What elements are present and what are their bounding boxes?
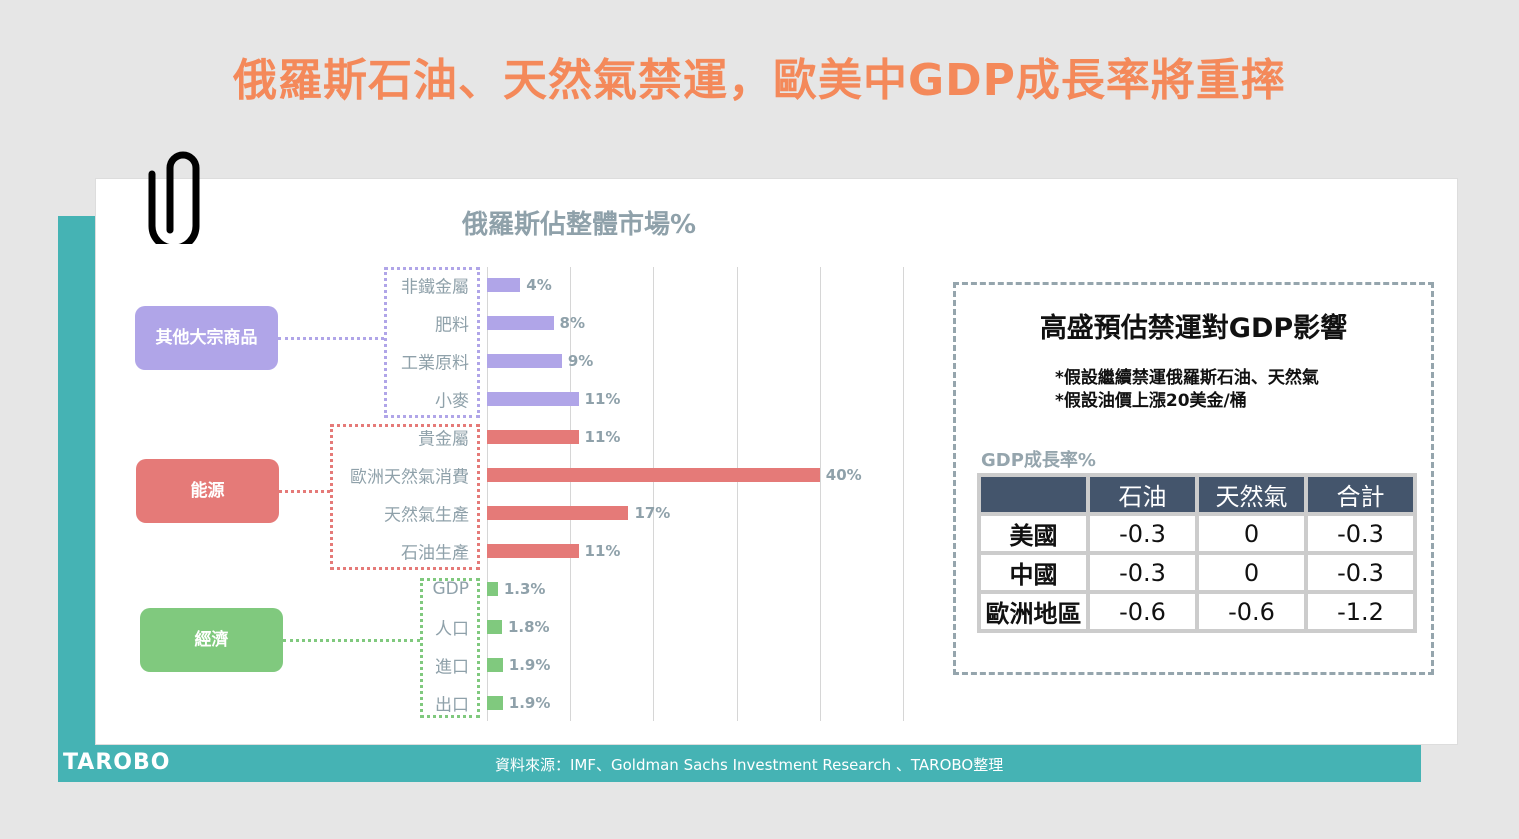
group-bracket	[330, 424, 480, 570]
group-bracket	[384, 267, 480, 418]
bar	[487, 582, 498, 596]
bar	[487, 316, 554, 330]
value-label: 1.9%	[508, 656, 551, 674]
table-row: 美國 -0.3 0 -0.3	[981, 516, 1413, 551]
category-label: 進口	[435, 657, 469, 678]
table-cell: -0.6	[1199, 594, 1304, 629]
bar	[487, 354, 562, 368]
paperclip-icon	[148, 151, 200, 244]
tarobo-logo: TAROBO	[63, 750, 171, 775]
group-badge: 能源	[136, 459, 279, 523]
bar	[487, 278, 521, 292]
value-label: 11%	[584, 390, 621, 408]
table-cell: -0.3	[1308, 516, 1413, 551]
table-cell: -0.3	[1308, 555, 1413, 590]
assumption-note: *假設繼續禁運俄羅斯石油、天然氣	[1055, 368, 1319, 388]
gridline	[736, 267, 738, 721]
column-header: 合計	[1308, 477, 1413, 512]
category-label: 石油生產	[401, 543, 469, 564]
bar	[487, 620, 502, 634]
bar	[487, 544, 579, 558]
row-header: 歐洲地區	[981, 594, 1086, 629]
page-title: 俄羅斯石油、天然氣禁運，歐美中GDP成長率將重摔	[233, 55, 1286, 106]
row-header: 中國	[981, 555, 1086, 590]
bar	[487, 468, 820, 482]
gdp-impact-box	[953, 282, 1434, 675]
group-connector	[283, 639, 420, 642]
column-header: 天然氣	[1199, 477, 1304, 512]
gdp-table: 石油 天然氣 合計 美國 -0.3 0 -0.3 中國 -0.3 0 -0.3 …	[977, 473, 1417, 633]
bar	[487, 658, 503, 672]
bar	[487, 430, 579, 444]
category-label: 出口	[435, 695, 469, 716]
table-row: 中國 -0.3 0 -0.3	[981, 555, 1413, 590]
value-label: 4%	[526, 276, 552, 294]
value-label: 11%	[584, 542, 621, 560]
footer-bar	[58, 745, 1421, 782]
group-connector	[279, 490, 330, 493]
value-label: 1.9%	[508, 694, 551, 712]
table-cell: -1.2	[1308, 594, 1413, 629]
value-label: 1.8%	[507, 618, 550, 636]
value-label: 11%	[584, 428, 621, 446]
column-header: 石油	[1090, 477, 1195, 512]
bar	[487, 506, 629, 520]
category-label: 非鐵金屬	[401, 277, 469, 298]
group-connector	[278, 337, 384, 340]
row-header: 美國	[981, 516, 1086, 551]
gdp-box-title: 高盛預估禁運對GDP影響	[1039, 313, 1348, 344]
column-header	[981, 477, 1086, 512]
table-cell: -0.3	[1090, 555, 1195, 590]
category-label: 天然氣生產	[384, 505, 469, 526]
source-note: 資料來源：IMF、Goldman Sachs Investment Resear…	[495, 756, 1004, 774]
table-row: 歐洲地區 -0.6 -0.6 -1.2	[981, 594, 1413, 629]
table-cell: -0.6	[1090, 594, 1195, 629]
assumption-note: *假設油價上漲20美金/桶	[1055, 391, 1247, 411]
group-badge: 經濟	[140, 608, 283, 672]
category-label: 肥料	[435, 315, 469, 336]
category-label: 工業原料	[401, 353, 469, 374]
category-label: 歐洲天然氣消費	[350, 467, 469, 488]
bar	[487, 696, 503, 710]
gridline	[903, 267, 904, 721]
gridline	[819, 267, 821, 721]
gridline	[653, 267, 655, 721]
category-label: 人口	[435, 619, 469, 640]
group-badge: 其他大宗商品	[135, 306, 278, 370]
table-label: GDP成長率%	[981, 450, 1096, 471]
gridline	[487, 267, 488, 721]
group-bracket	[420, 578, 480, 718]
table-cell: 0	[1199, 555, 1304, 590]
value-label: 9%	[567, 352, 594, 370]
table-header-row: 石油 天然氣 合計	[981, 477, 1413, 512]
content-card	[95, 178, 1458, 745]
value-label: 8%	[559, 314, 586, 332]
value-label: 40%	[825, 466, 862, 484]
gridline	[570, 267, 572, 721]
chart-title: 俄羅斯佔整體市場%	[462, 210, 697, 240]
table-cell: -0.3	[1090, 516, 1195, 551]
category-label: 貴金屬	[418, 429, 469, 450]
category-label: GDP	[432, 579, 469, 599]
table-cell: 0	[1199, 516, 1304, 551]
bar	[487, 392, 579, 406]
value-label: 17%	[634, 504, 671, 522]
category-label: 小麥	[435, 391, 469, 412]
value-label: 1.3%	[503, 580, 546, 598]
